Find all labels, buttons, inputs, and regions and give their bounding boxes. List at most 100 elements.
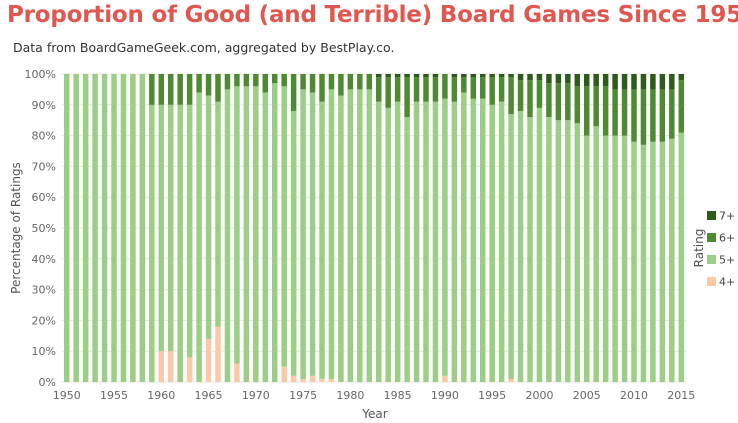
bar-segment-1996-6plus: [498, 77, 505, 102]
bar-segment-1983-7plus: [375, 74, 382, 78]
bar-segment-1979-5plus: [338, 95, 344, 382]
bar-segment-1977-6plus: [319, 74, 325, 102]
bar-segment-1960-6plus: [158, 74, 165, 105]
bar-segment-2005-5plus: [583, 135, 590, 382]
bar-segment-1991-7plus: [451, 74, 458, 78]
bar-segment-2007-5plus: [602, 135, 609, 382]
x-tick-label: 2015: [667, 389, 695, 402]
bar-segment-1977-4plus: [319, 378, 325, 382]
bar-segment-1976-6plus: [309, 74, 316, 93]
legend-label: 5+: [719, 254, 735, 267]
bar-segment-1971-6plus: [262, 74, 269, 93]
bar-segment-1961-4plus: [167, 351, 174, 382]
x-tick-label: 1955: [100, 389, 128, 402]
bar-segment-1986-6plus: [404, 77, 410, 118]
bar-segment-2000-6plus: [536, 80, 543, 108]
x-axis-ticks: 1950 1955 1960 1965 1970 1975 1980 1985 1990 1995…: [53, 389, 696, 402]
bar-segment-1951-5plus: [73, 74, 79, 382]
bar-segment-2011-6plus: [640, 89, 647, 145]
y-axis-title: Percentage of Ratings: [9, 162, 23, 294]
bar-segment-1978-4plus: [328, 378, 335, 382]
x-tick-label: 1965: [195, 389, 223, 402]
bar-segment-1968-4plus: [234, 363, 240, 382]
bar-segment-2000-5plus: [536, 107, 543, 382]
chart-title: Proportion of Good (and Terrible) Board …: [7, 2, 738, 28]
bar-segment-1969-6plus: [243, 74, 250, 87]
bar-segment-1984-6plus: [385, 77, 391, 108]
bar-segment-1989-5plus: [432, 101, 439, 382]
bar-segment-1980-6plus: [347, 74, 354, 90]
bar-segment-1972-6plus: [271, 74, 278, 84]
bar-segment-1997-4plus: [508, 378, 514, 382]
bar-segment-1994-7plus: [479, 74, 486, 78]
bar-segment-1966-5plus: [215, 101, 221, 327]
bar-segment-1992-7plus: [461, 74, 467, 78]
bar-segment-1962-5plus: [177, 104, 183, 383]
bar-segment-1999-7plus: [527, 74, 533, 81]
bar-segment-2009-6plus: [621, 89, 628, 136]
y-tick-label: 30%: [32, 284, 56, 297]
bar-segment-1999-6plus: [527, 80, 533, 118]
y-tick-label: 60%: [32, 191, 56, 204]
bar-segment-2014-7plus: [669, 74, 675, 90]
bar-segment-1960-5plus: [158, 104, 165, 352]
x-tick-label: 1990: [431, 389, 459, 402]
bar-segment-1975-5plus: [300, 89, 306, 379]
bar-segment-2008-5plus: [612, 135, 618, 382]
y-tick-label: 100%: [25, 68, 56, 81]
bar-segment-2004-7plus: [574, 74, 581, 87]
bar-segment-1963-6plus: [186, 74, 193, 105]
bar-segment-2005-7plus: [583, 74, 590, 87]
x-tick-label: 2000: [525, 389, 553, 402]
legend-swatch-4plus: [707, 277, 716, 286]
bar-segment-1999-5plus: [527, 117, 533, 383]
bar-segment-1985-6plus: [394, 77, 401, 102]
y-tick-label: 50%: [32, 222, 56, 235]
bar-segment-1961-5plus: [167, 104, 174, 352]
bar-segment-1975-6plus: [300, 74, 306, 90]
bar-segment-2004-6plus: [574, 86, 581, 124]
bars-layer: [63, 74, 685, 383]
bar-segment-1988-7plus: [423, 74, 429, 78]
bar-segment-1995-6plus: [489, 77, 495, 105]
x-tick-label: 1975: [289, 389, 317, 402]
bar-segment-1954-5plus: [101, 74, 108, 382]
bar-segment-1978-5plus: [328, 89, 335, 379]
bar-segment-2006-6plus: [593, 86, 599, 127]
bar-segment-1977-5plus: [319, 101, 325, 379]
bar-segment-1971-5plus: [262, 92, 269, 382]
bar-segment-1963-5plus: [186, 104, 193, 358]
bar-segment-1985-7plus: [394, 74, 401, 78]
bar-segment-1974-4plus: [290, 375, 297, 382]
bar-segment-1986-7plus: [404, 74, 410, 78]
bar-segment-2013-6plus: [659, 89, 666, 142]
bar-segment-1998-6plus: [517, 80, 524, 111]
bar-segment-1981-5plus: [357, 89, 363, 383]
bar-segment-1992-5plus: [461, 92, 467, 382]
bar-segment-2012-5plus: [650, 141, 656, 382]
bar-segment-1956-5plus: [120, 74, 127, 382]
bar-segment-2007-6plus: [602, 86, 609, 136]
bar-segment-1972-5plus: [271, 83, 278, 383]
bar-segment-1988-5plus: [423, 101, 429, 382]
bar-segment-2010-6plus: [631, 89, 637, 142]
bar-segment-1997-7plus: [508, 74, 514, 78]
bar-segment-1976-4plus: [309, 375, 316, 382]
bar-segment-1994-6plus: [479, 77, 486, 99]
y-axis-ticks: 0% 10% 20% 30% 40% 50% 60% 70% 80% 90% 100%: [25, 68, 56, 389]
bar-segment-1988-6plus: [423, 77, 429, 102]
bar-segment-1996-7plus: [498, 74, 505, 78]
bar-segment-1986-5plus: [404, 117, 410, 383]
bar-segment-1958-5plus: [139, 74, 146, 382]
bar-segment-2002-6plus: [555, 83, 562, 121]
bar-segment-1955-5plus: [111, 74, 117, 382]
bar-segment-1964-5plus: [196, 92, 202, 382]
bar-segment-1981-6plus: [357, 74, 363, 90]
y-tick-label: 20%: [32, 314, 56, 327]
bar-segment-1979-6plus: [338, 74, 344, 96]
x-tick-label: 2005: [573, 389, 601, 402]
y-tick-label: 10%: [32, 345, 56, 358]
bar-segment-1978-6plus: [328, 74, 335, 90]
bar-segment-1985-5plus: [394, 101, 401, 382]
legend-swatch-7plus: [707, 211, 716, 220]
